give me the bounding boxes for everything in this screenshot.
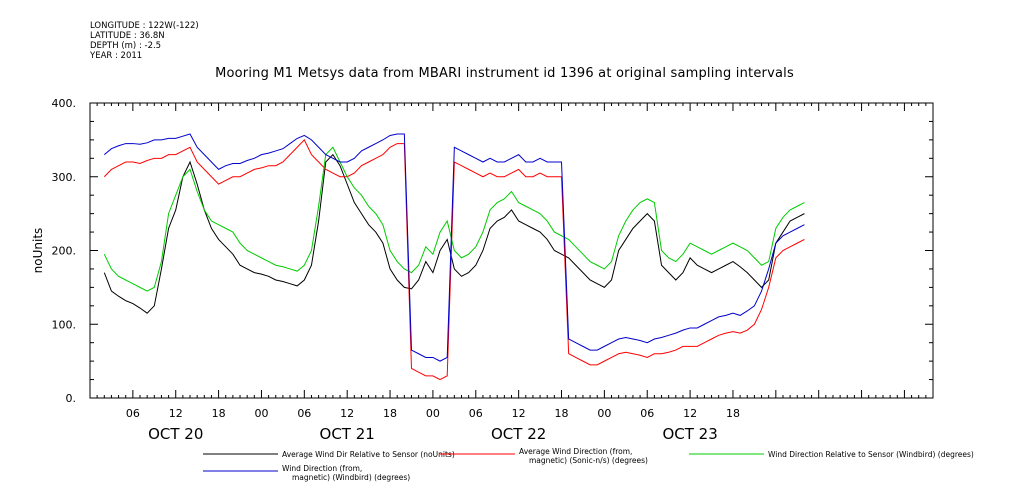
date-label: OCT 23	[662, 425, 717, 443]
plot-border	[89, 102, 934, 399]
x-tick-label: 12	[169, 407, 183, 420]
x-tick-label: 12	[340, 407, 354, 420]
x-tick-label: 18	[555, 407, 569, 420]
x-tick-label: 06	[640, 407, 654, 420]
y-tick-label: 400.	[52, 97, 77, 110]
date-label: OCT 22	[491, 425, 546, 443]
legend-label: Wind Direction Relative to Sensor (Windb…	[768, 450, 974, 459]
y-axis: 0. 100. 200. 300. 400.	[52, 97, 933, 405]
longitude-text: LONGITUDE : 122W(-122)	[90, 21, 199, 31]
x-tick-label: 18	[726, 407, 740, 420]
legend-label: Average Wind Dir Relative to Sensor (noU…	[282, 450, 455, 459]
x-tick-label: 00	[254, 407, 268, 420]
legend-label: Wind Direction (from, magnetic) (Windbird…	[282, 464, 410, 482]
x-tick-label: 06	[126, 407, 140, 420]
chart-title: Mooring M1 Metsys data from MBARI instru…	[215, 66, 794, 81]
y-tick-label: 0.	[66, 392, 77, 405]
x-axis: 06 12 18 00 06 12 18 00 06 12 18 00 06 12 18 OCT 20 OCT …	[89, 103, 934, 443]
series-line-3	[103, 133, 805, 362]
legend-label: Average Wind Direction (from, magnetic) (…	[519, 447, 648, 465]
depth-text: DEPTH (m) : -2.5	[90, 41, 162, 51]
y-axis-label: noUnits	[31, 228, 45, 274]
x-tick-label: 12	[683, 407, 697, 420]
x-tick-label: 12	[512, 407, 526, 420]
latitude-text: LATITUDE : 36.8N	[90, 31, 165, 41]
date-label: OCT 21	[320, 425, 375, 443]
date-label: OCT 20	[148, 425, 203, 443]
x-tick-label: 00	[426, 407, 440, 420]
series-group	[103, 133, 805, 381]
series-line-2	[103, 146, 805, 292]
x-tick-label: 18	[212, 407, 226, 420]
x-tick-label: 18	[383, 407, 397, 420]
series-line-1	[103, 139, 805, 381]
legend: Average Wind Dir Relative to Sensor (noU…	[203, 447, 974, 482]
series-line-0	[103, 153, 805, 314]
x-tick-label: 06	[297, 407, 311, 420]
y-tick-label: 100.	[52, 318, 77, 331]
y-tick-label: 200.	[52, 245, 77, 258]
x-tick-label: 06	[469, 407, 483, 420]
x-tick-label: 00	[597, 407, 611, 420]
plot-frame	[89, 102, 934, 399]
y-tick-label: 300.	[52, 171, 77, 184]
year-text: YEAR : 2011	[90, 51, 143, 61]
metadata-block: LONGITUDE : 122W(-122) LATITUDE : 36.8N …	[90, 21, 199, 61]
